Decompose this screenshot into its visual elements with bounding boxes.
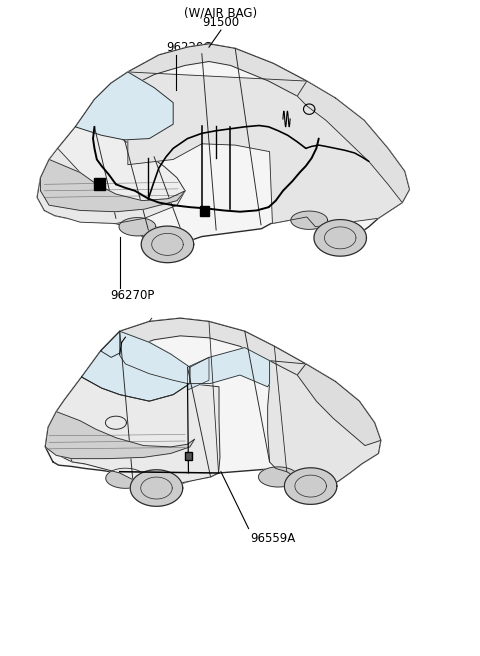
Polygon shape [297,81,409,203]
Polygon shape [45,318,381,488]
Polygon shape [259,467,298,487]
Polygon shape [128,72,409,227]
Polygon shape [56,377,220,488]
Polygon shape [40,159,185,212]
Text: 96220G: 96220G [166,41,213,54]
Polygon shape [82,331,190,401]
Text: 91500: 91500 [203,16,240,29]
Polygon shape [95,44,307,115]
Polygon shape [314,220,366,256]
Polygon shape [188,358,209,390]
Polygon shape [101,318,306,375]
Polygon shape [75,72,173,140]
Polygon shape [268,361,381,486]
Bar [95,178,105,190]
Polygon shape [297,364,381,445]
Polygon shape [106,468,145,488]
Polygon shape [45,411,195,459]
Polygon shape [120,331,190,384]
Polygon shape [37,148,185,224]
Text: 96270P: 96270P [110,289,155,302]
Polygon shape [40,127,185,220]
Bar [185,452,192,460]
Polygon shape [291,211,327,230]
Text: (W/AIR BAG): (W/AIR BAG) [184,7,257,20]
Text: 96559A: 96559A [251,532,296,544]
Polygon shape [48,377,195,465]
Polygon shape [190,348,270,387]
Polygon shape [130,470,183,506]
Polygon shape [119,218,156,236]
Polygon shape [285,468,337,504]
Bar [200,206,208,216]
Polygon shape [141,226,194,262]
Polygon shape [37,44,409,247]
